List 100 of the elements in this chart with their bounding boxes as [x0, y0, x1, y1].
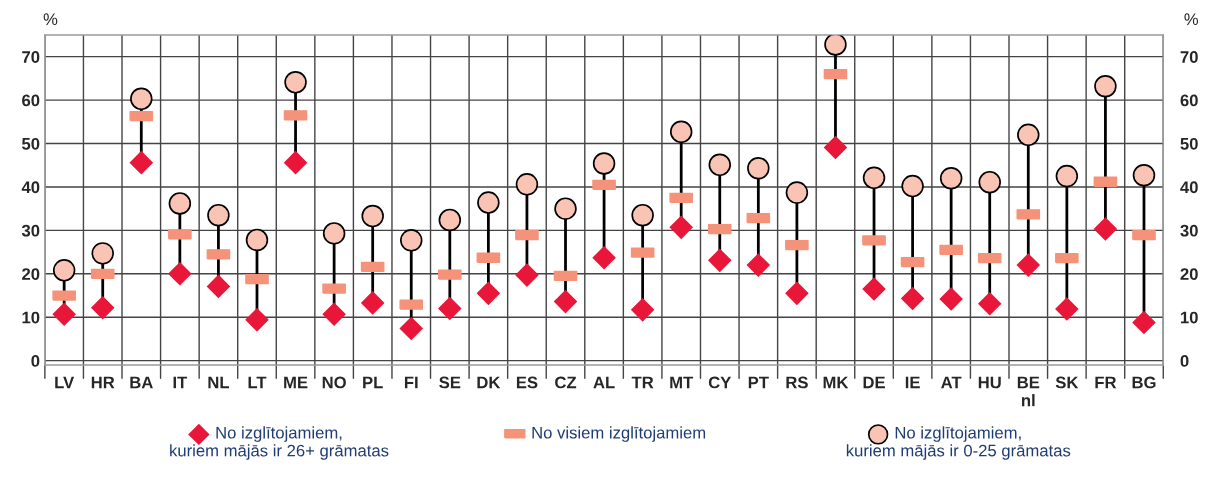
x-tick-label: RS — [786, 376, 808, 389]
point — [284, 71, 307, 94]
point — [438, 208, 462, 232]
point — [168, 262, 192, 286]
y-tick-label: 70 — [22, 51, 40, 63]
x-tick-label: TR — [631, 376, 654, 389]
point — [785, 281, 809, 305]
x-tick-label: BE nl — [1017, 376, 1040, 407]
y2-tick-label: 40 — [1180, 181, 1198, 194]
y2-tick-label: 30 — [1180, 224, 1198, 237]
point — [862, 277, 886, 301]
point — [554, 290, 578, 314]
point — [631, 298, 655, 322]
point — [399, 229, 423, 252]
y2-tick-label: 50 — [1180, 137, 1198, 150]
point — [554, 197, 577, 220]
point — [978, 170, 1001, 194]
point — [1017, 123, 1040, 147]
point — [361, 204, 384, 228]
point — [708, 248, 732, 272]
point — [91, 242, 114, 265]
x-tick-label: LT — [248, 376, 267, 389]
point — [361, 291, 385, 315]
point — [1132, 310, 1156, 334]
point — [939, 167, 963, 190]
y-tick-label: 60 — [22, 94, 40, 107]
x-tick-label: BG — [1132, 376, 1156, 389]
point — [592, 246, 616, 270]
y2-axis-title: % — [1184, 13, 1199, 26]
x-tick-label: HU — [978, 376, 1001, 389]
point — [245, 308, 269, 332]
y-axis-title: % — [43, 13, 58, 26]
x-tick-label: IT — [173, 376, 188, 389]
point — [168, 192, 192, 215]
point — [669, 120, 693, 144]
x-tick-label: LV — [55, 376, 75, 389]
point — [129, 151, 153, 175]
y-tick-label: 0 — [31, 355, 40, 367]
point — [322, 222, 346, 245]
y-tick-label: 30 — [21, 224, 40, 237]
legend-label: No izglītojamiem, kuriem mājās ir 26+ grāmatas — [170, 426, 389, 460]
point — [901, 287, 925, 311]
x-tick-label: CZ — [555, 376, 577, 389]
y2-tick-label: 20 — [1180, 268, 1198, 281]
point — [939, 287, 963, 311]
point — [901, 174, 924, 198]
point — [477, 191, 500, 214]
point — [207, 203, 230, 227]
point — [824, 34, 847, 56]
point — [631, 203, 654, 227]
point — [785, 181, 809, 204]
x-tick-label: SE — [439, 376, 461, 389]
point — [245, 228, 269, 252]
point — [52, 259, 76, 282]
y2-tick-label: 60 — [1180, 94, 1198, 107]
point — [515, 173, 539, 196]
point — [823, 135, 847, 159]
point — [130, 87, 153, 111]
point — [91, 296, 115, 320]
point — [438, 297, 462, 321]
point — [399, 317, 423, 341]
y-tick-label: 50 — [22, 137, 40, 150]
x-tick-label: NO — [322, 376, 346, 389]
point — [1055, 297, 1079, 321]
x-tick-label: DE — [863, 376, 885, 389]
x-tick-label: PT — [748, 376, 769, 389]
x-tick-label: DK — [477, 376, 501, 389]
point — [515, 263, 539, 287]
y2-tick-label: 10 — [1180, 311, 1198, 324]
y-tick-label: 20 — [22, 268, 40, 281]
x-tick-label: HR — [91, 376, 115, 389]
x-tick-label: SK — [1055, 376, 1079, 389]
point — [978, 292, 1002, 316]
legend-label: No izglītojamiem, kuriem mājās ir 0-25 grāmatas — [846, 426, 1071, 460]
x-tick-label: AT — [941, 376, 962, 389]
point — [1132, 163, 1156, 187]
y2-tick-label: 70 — [1180, 51, 1198, 63]
x-tick-label: AL — [593, 376, 615, 389]
point — [1055, 164, 1079, 188]
x-tick-label: BA — [130, 376, 153, 389]
x-tick-label: MT — [670, 376, 694, 389]
point — [747, 157, 770, 180]
point — [476, 281, 500, 305]
x-tick-label: ME — [284, 376, 308, 389]
y2-tick-label: 0 — [1180, 355, 1189, 367]
y-tick-label: 40 — [21, 181, 40, 194]
x-tick-label: CY — [708, 376, 732, 389]
point — [52, 302, 76, 326]
point — [669, 215, 693, 239]
point — [592, 152, 616, 175]
x-tick-label: ES — [516, 376, 538, 389]
legend-label: No visiem izglītojamiem — [532, 426, 706, 442]
point — [1016, 253, 1040, 277]
x-tick-label: NL — [208, 376, 230, 389]
point — [1094, 74, 1117, 98]
y-tick-label: 10 — [22, 311, 40, 324]
point — [708, 153, 732, 177]
x-tick-label: FI — [404, 376, 418, 389]
point — [1093, 217, 1117, 241]
point — [862, 166, 886, 190]
